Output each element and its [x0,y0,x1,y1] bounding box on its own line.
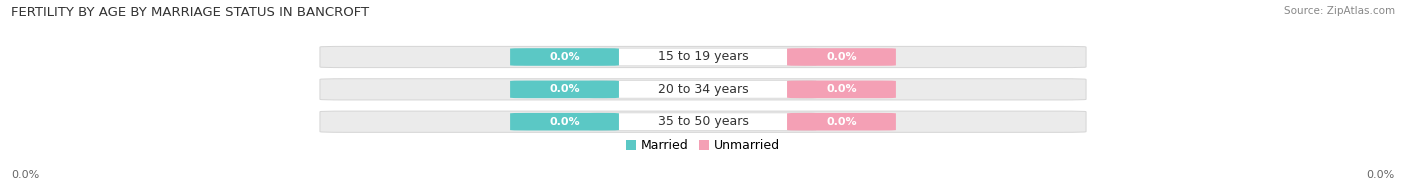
FancyBboxPatch shape [787,113,896,131]
FancyBboxPatch shape [787,81,896,98]
Legend: Married, Unmarried: Married, Unmarried [621,134,785,157]
FancyBboxPatch shape [510,48,619,66]
Text: 15 to 19 years: 15 to 19 years [658,51,748,64]
Text: 0.0%: 0.0% [1367,170,1395,180]
Text: 0.0%: 0.0% [550,84,579,94]
Text: 35 to 50 years: 35 to 50 years [658,115,748,128]
Text: FERTILITY BY AGE BY MARRIAGE STATUS IN BANCROFT: FERTILITY BY AGE BY MARRIAGE STATUS IN B… [11,6,370,19]
FancyBboxPatch shape [787,48,896,66]
Text: 0.0%: 0.0% [11,170,39,180]
Text: Source: ZipAtlas.com: Source: ZipAtlas.com [1284,6,1395,16]
Text: 20 to 34 years: 20 to 34 years [658,83,748,96]
Text: 0.0%: 0.0% [550,52,579,62]
FancyBboxPatch shape [321,79,1085,100]
Text: 0.0%: 0.0% [827,117,856,127]
Text: 0.0%: 0.0% [827,84,856,94]
FancyBboxPatch shape [510,81,619,98]
FancyBboxPatch shape [591,81,815,98]
FancyBboxPatch shape [591,113,815,131]
FancyBboxPatch shape [510,113,619,131]
FancyBboxPatch shape [321,46,1085,68]
Text: 0.0%: 0.0% [827,52,856,62]
Text: 0.0%: 0.0% [550,117,579,127]
FancyBboxPatch shape [321,111,1085,132]
FancyBboxPatch shape [591,48,815,66]
